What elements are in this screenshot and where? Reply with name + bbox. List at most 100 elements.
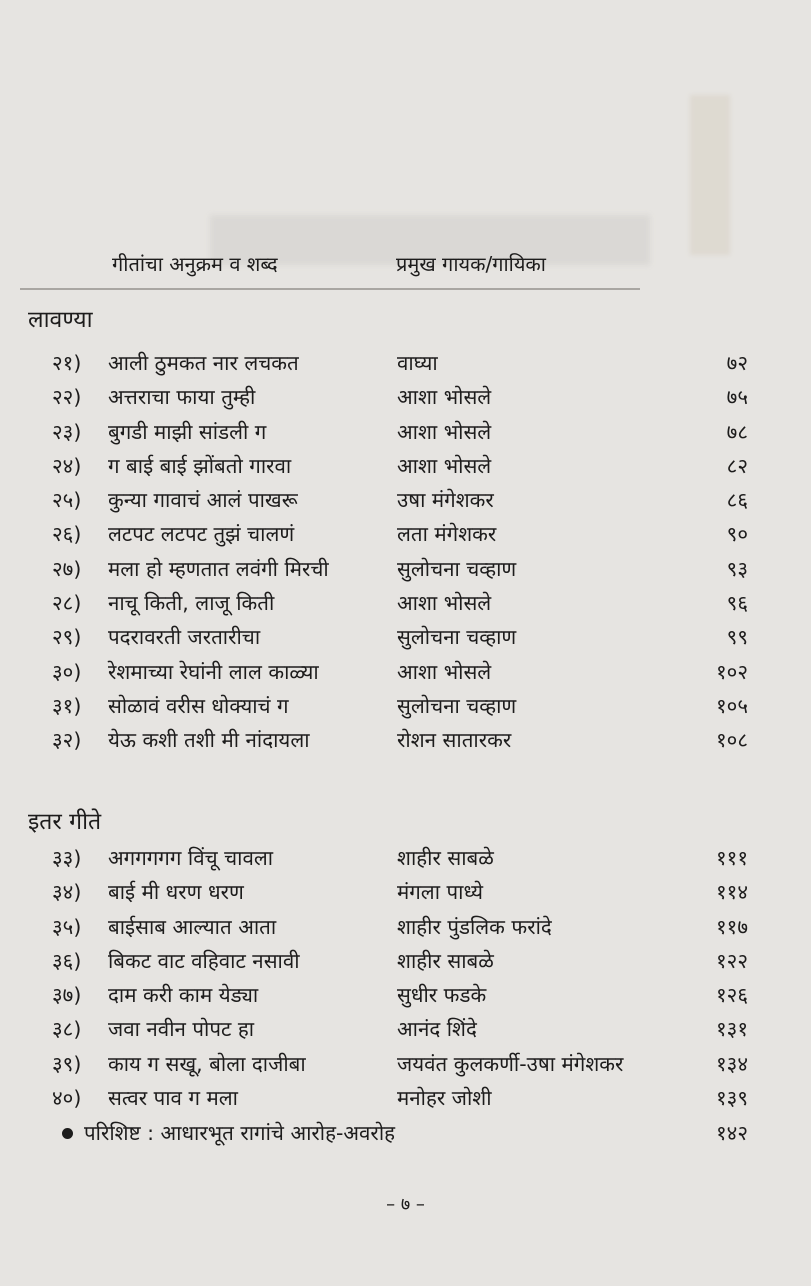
song-title: अत्तराचा फाया तुम्ही xyxy=(108,385,256,410)
song-title: सोळावं वरीस धोक्याचं ग xyxy=(108,693,289,718)
song-page: ११७ xyxy=(716,914,748,939)
song-title: आली ठुमकत नार लचकत xyxy=(108,351,299,375)
song-title: मला हो म्हणतात लवंगी मिरची xyxy=(108,556,329,581)
table-row: २६) लटपट लटपट तुझं चालणं लता मंगेशकर ९० xyxy=(0,517,811,551)
song-page: ८२ xyxy=(726,453,748,478)
other-songs-list: ३३) अगगगगग विंचू चावला शाहीर साबळे १११ ३४) बा… xyxy=(0,841,811,1115)
table-row: ३९) काय ग सखू, बोला दाजीबा जयवंत कुलकर्णी-… xyxy=(0,1047,811,1081)
song-num: ३५) xyxy=(52,914,82,939)
song-page: १०५ xyxy=(716,693,748,718)
table-row: ३८) जवा नवीन पोपट हा आनंद शिंदे १३१ xyxy=(0,1012,811,1046)
song-page: १३१ xyxy=(716,1017,748,1042)
song-singer: आशा भोसले xyxy=(397,453,492,478)
song-singer: आशा भोसले xyxy=(397,591,492,616)
song-num: २४) xyxy=(52,453,82,478)
song-num: २९) xyxy=(52,625,82,650)
column-header-songs: गीतांचा अनुक्रम व शब्द xyxy=(112,252,278,276)
song-num: २२) xyxy=(52,385,82,410)
song-num: २७) xyxy=(52,556,82,581)
song-singer: वाघ्या xyxy=(397,351,438,375)
song-page: ९९ xyxy=(726,625,748,650)
table-row: ३७) दाम करी काम येड्या सुधीर फडके १२६ xyxy=(0,978,811,1012)
song-page: ९० xyxy=(726,522,748,547)
song-num: ३२) xyxy=(52,728,82,753)
appendix-title: परिशिष्ट : आधारभूत रागांचे आरोह-अवरोह xyxy=(84,1121,396,1145)
song-num: ३१) xyxy=(52,693,82,718)
song-singer: जयवंत कुलकर्णी-उषा मंगेशकर xyxy=(397,1051,624,1076)
table-row: ३१) सोळावं वरीस धोक्याचं ग सुलोचना चव्हाण १… xyxy=(0,689,811,723)
song-num: २८) xyxy=(52,591,82,616)
song-singer: आशा भोसले xyxy=(397,659,492,684)
song-title: सत्वर पाव ग मला xyxy=(108,1086,238,1111)
page-number: – ७ – xyxy=(386,1194,425,1215)
appendix-entry: परिशिष्ट : आधारभूत रागांचे आरोह-अवरोह १४… xyxy=(0,1116,811,1150)
song-page: १३४ xyxy=(716,1051,748,1076)
song-num: २३) xyxy=(52,419,82,444)
table-row: २८) नाचू किती, लाजू किती आशा भोसले ९६ xyxy=(0,586,811,620)
song-title: दाम करी काम येड्या xyxy=(108,983,259,1008)
song-title: रेशमाच्या रेघांनी लाल काळ्या xyxy=(108,659,319,684)
appendix-page: १४२ xyxy=(716,1121,748,1145)
table-row: २१) आली ठुमकत नार लचकत वाघ्या ७२ xyxy=(0,346,811,380)
song-singer: सुलोचना चव्हाण xyxy=(397,556,517,581)
song-singer: शाहीर साबळे xyxy=(397,948,494,973)
song-num: २५) xyxy=(52,488,82,513)
song-title: येऊ कशी तशी मी नांदायला xyxy=(108,728,310,753)
column-header-singers: प्रमुख गायक/गायिका xyxy=(396,252,546,276)
song-singer: आशा भोसले xyxy=(397,385,492,410)
table-row: २७) मला हो म्हणतात लवंगी मिरची सुलोचना चव्… xyxy=(0,552,811,586)
table-row: २३) बुगडी माझी सांडली ग आशा भोसले ७८ xyxy=(0,415,811,449)
table-row: २९) पदरावरती जरतारीचा सुलोचना चव्हाण ९९ xyxy=(0,620,811,654)
table-row: ३५) बाईसाब आल्यात आता शाहीर पुंडलिक फरांदे… xyxy=(0,910,811,944)
song-num: ४०) xyxy=(52,1086,82,1111)
song-title: जवा नवीन पोपट हा xyxy=(108,1017,255,1042)
song-singer: सुधीर फडके xyxy=(397,983,487,1008)
song-title: पदरावरती जरतारीचा xyxy=(108,625,261,650)
bleed-through-heading xyxy=(210,215,650,265)
song-page: १२२ xyxy=(716,948,748,973)
song-page: १०२ xyxy=(716,659,748,684)
song-singer: शाहीर पुंडलिक फरांदे xyxy=(397,914,552,939)
song-num: ३७) xyxy=(52,983,82,1008)
song-title: ग बाई बाई झोंबतो गारवा xyxy=(108,453,292,478)
song-page: ७८ xyxy=(726,419,748,444)
table-row: २५) कुन्या गावाचं आलं पाखरू उषा मंगेशकर ८६ xyxy=(0,483,811,517)
song-singer: आनंद शिंदे xyxy=(397,1017,477,1042)
song-num: ३३) xyxy=(52,846,82,870)
song-page: ८६ xyxy=(726,488,748,513)
song-singer: आशा भोसले xyxy=(397,419,492,444)
song-title: अगगगगग विंचू चावला xyxy=(108,846,274,870)
song-title: बाईसाब आल्यात आता xyxy=(108,914,277,939)
table-row: २४) ग बाई बाई झोंबतो गारवा आशा भोसले ८२ xyxy=(0,449,811,483)
header-divider xyxy=(20,288,640,290)
song-page: १०८ xyxy=(716,728,748,753)
bullet-icon xyxy=(62,1128,73,1139)
song-num: ३०) xyxy=(52,659,82,684)
song-page: १२६ xyxy=(716,983,748,1008)
song-title: लटपट लटपट तुझं चालणं xyxy=(108,522,295,547)
song-singer: लता मंगेशकर xyxy=(397,522,497,547)
song-page: १११ xyxy=(716,846,748,870)
table-row: ४०) सत्वर पाव ग मला मनोहर जोशी १३९ xyxy=(0,1081,811,1115)
song-title: कुन्या गावाचं आलं पाखरू xyxy=(108,488,298,513)
song-singer: सुलोचना चव्हाण xyxy=(397,693,517,718)
table-row: ३३) अगगगगग विंचू चावला शाहीर साबळे १११ xyxy=(0,841,811,875)
song-page: ७२ xyxy=(726,351,748,375)
table-row: २२) अत्तराचा फाया तुम्ही आशा भोसले ७५ xyxy=(0,380,811,414)
song-title: बाई मी धरण धरण xyxy=(108,880,244,905)
section-title-other-songs: इतर गीते xyxy=(28,809,102,835)
song-num: ३४) xyxy=(52,880,82,905)
table-row: ३०) रेशमाच्या रेघांनी लाल काळ्या आशा भोसले… xyxy=(0,655,811,689)
song-title: बुगडी माझी सांडली ग xyxy=(108,419,267,444)
song-num: ३९) xyxy=(52,1051,82,1076)
lavanya-list: २१) आली ठुमकत नार लचकत वाघ्या ७२ २२) अत्तराचा… xyxy=(0,346,811,758)
song-page: ९३ xyxy=(726,556,748,581)
table-row: ३६) बिकट वाट वहिवाट नसावी शाहीर साबळे १२२ xyxy=(0,944,811,978)
song-page: ९६ xyxy=(726,591,748,616)
table-row: ३४) बाई मी धरण धरण मंगला पाध्ये ११४ xyxy=(0,875,811,909)
song-num: २६) xyxy=(52,522,82,547)
song-num: ३६) xyxy=(52,948,82,973)
table-row: ३२) येऊ कशी तशी मी नांदायला रोशन सातारकर १०… xyxy=(0,723,811,757)
section-title-lavanya: लावण्या xyxy=(28,307,93,333)
song-page: ७५ xyxy=(726,385,748,410)
